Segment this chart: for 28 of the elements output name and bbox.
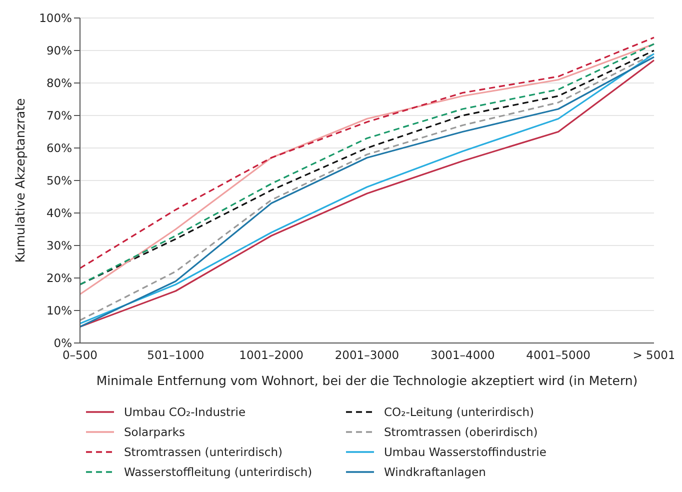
y-tick-label: 100% xyxy=(39,11,72,26)
y-tick-label: 20% xyxy=(46,271,72,286)
y-tick-label: 40% xyxy=(46,206,72,220)
legend-label: Stromtrassen (unterirdisch) xyxy=(124,445,282,459)
legend-label: Wasserstoffleitung (unterirdisch) xyxy=(124,465,312,479)
y-tick-label: 10% xyxy=(46,304,72,318)
legend-label: Solarparks xyxy=(124,425,186,439)
x-tick-label: 2001–3000 xyxy=(334,348,400,362)
legend-label: Umbau Wasserstoffindustrie xyxy=(384,445,546,459)
y-tick-label: 70% xyxy=(46,108,72,123)
legend-label: Stromtrassen (oberirdisch) xyxy=(384,425,538,439)
legend-label: CO₂-Leitung (unterirdisch) xyxy=(384,405,534,419)
y-axis-title: Kumulative Akzeptanzrate xyxy=(12,98,28,263)
legend-label: Umbau CO₂-Industrie xyxy=(124,405,246,419)
x-tick-label: > 5001 xyxy=(632,348,676,362)
y-tick-label: 50% xyxy=(46,174,72,188)
y-tick-label: 60% xyxy=(46,141,72,156)
y-tick-label: 80% xyxy=(46,76,72,90)
y-tick-label: 90% xyxy=(46,44,72,58)
x-tick-label: 4001–5000 xyxy=(526,348,590,362)
x-tick-label: 501–1000 xyxy=(147,348,204,362)
y-tick-label: 30% xyxy=(46,238,72,253)
x-tick-label: 3001–4000 xyxy=(430,348,495,362)
legend-label: Windkraftanlagen xyxy=(384,465,486,479)
x-axis-title: Minimale Entfernung vom Wohnort, bei der die Technologie akzeptiert wird (in Metern) xyxy=(96,373,638,388)
x-tick-label: 1001–2000 xyxy=(239,348,304,362)
y-tick-label: 0% xyxy=(54,336,72,350)
x-tick-label: 0–500 xyxy=(62,348,98,362)
